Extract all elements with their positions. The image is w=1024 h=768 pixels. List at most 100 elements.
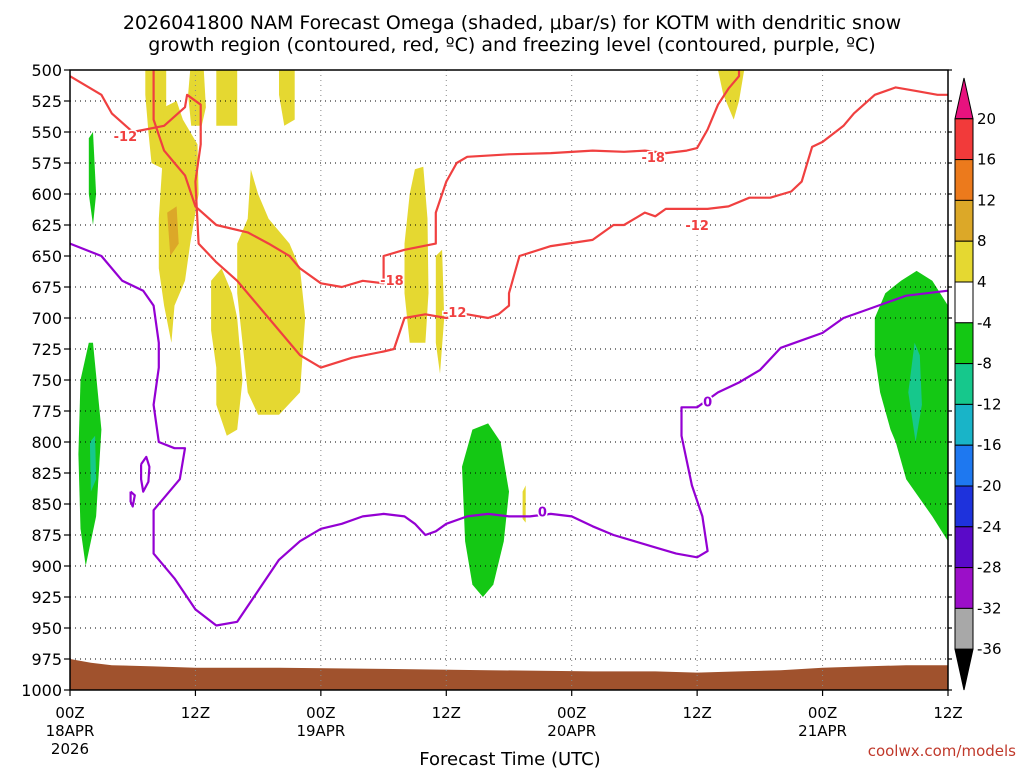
colorbar-tick-label: -36 xyxy=(977,640,1002,658)
colorbar-segment xyxy=(954,118,974,161)
x-axis-title: Forecast Time (UTC) xyxy=(419,749,600,768)
y-tick-label: 700 xyxy=(31,309,62,328)
omega-shaded-region xyxy=(167,206,179,256)
contour-labels: -12 -18 -12 -18 -12 0 0 xyxy=(112,128,713,522)
x-tick-label: 12Z xyxy=(432,704,461,722)
colorbar-tick-label: -28 xyxy=(977,559,1002,577)
surface-fill xyxy=(70,659,948,690)
omega-shaded-region xyxy=(279,70,295,126)
title-line: growth region (contoured, red, ºC) and f… xyxy=(148,34,875,56)
colorbar-tick-label: -24 xyxy=(977,518,1002,536)
surface-terrain xyxy=(70,659,948,690)
y-tick-label: 925 xyxy=(31,588,62,607)
y-tick-label: 800 xyxy=(31,433,62,452)
omega-shaded-region xyxy=(718,70,745,120)
colorbar-segment xyxy=(954,363,974,405)
colorbar-tick-label: -16 xyxy=(977,436,1002,454)
contour-label: -12 xyxy=(114,130,138,145)
colorbar-tick-label: 12 xyxy=(977,191,996,209)
contour-label: -18 xyxy=(641,151,665,166)
temperature-contours xyxy=(69,70,949,627)
y-tick-label: 1000 xyxy=(21,681,62,700)
omega-shaded-region xyxy=(216,70,238,126)
colorbar-tick-label: -32 xyxy=(977,599,1002,617)
colorbar-tick-label: 8 xyxy=(977,232,987,250)
y-tick-label: 525 xyxy=(31,92,62,111)
omega-shaded-region xyxy=(522,485,526,523)
omega-shading xyxy=(78,70,948,597)
x-tick-label: 2026 xyxy=(51,740,89,758)
credit-text: coolwx.com/models xyxy=(868,742,1016,760)
y-tick-label: 725 xyxy=(31,340,62,359)
title-line: 2026041800 NAM Forecast Omega (shaded, μ… xyxy=(123,12,901,34)
x-tick-label: 12Z xyxy=(933,704,962,722)
y-tick-label: 675 xyxy=(31,278,62,297)
contour-line xyxy=(140,455,151,493)
contour-line xyxy=(152,70,741,289)
x-tick-label: 19APR xyxy=(296,722,345,740)
colorbar-tick-label: -20 xyxy=(977,477,1002,495)
colorbar-tick-label: 20 xyxy=(977,110,996,128)
x-tick-label: 18APR xyxy=(46,722,95,740)
plot-background xyxy=(70,70,948,690)
y-tick-label: 500 xyxy=(31,61,62,80)
x-tick-label: 00Z xyxy=(55,704,84,722)
contour-line xyxy=(129,490,136,508)
colorbar-segment xyxy=(954,322,974,365)
colorbar-segment xyxy=(954,159,974,201)
x-tick-label: 00Z xyxy=(557,704,586,722)
omega-shaded-region xyxy=(908,342,922,442)
x-tick-label: 00Z xyxy=(306,704,335,722)
y-tick-label: 875 xyxy=(31,526,62,545)
omega-shaded-region xyxy=(78,342,102,566)
contour-line xyxy=(69,242,949,627)
y-tick-label: 625 xyxy=(31,216,62,235)
x-tick-label: 20APR xyxy=(547,722,596,740)
omega-shaded-region xyxy=(158,101,199,343)
colorbar-tick-label: -12 xyxy=(977,395,1002,413)
omega-shaded-region xyxy=(211,268,243,436)
y-tick-label: 900 xyxy=(31,557,62,576)
y-tick-label: 825 xyxy=(31,464,62,483)
colorbar-segment xyxy=(954,444,974,487)
plot-area xyxy=(70,70,948,690)
y-tick-label: 850 xyxy=(31,495,62,514)
x-tick-label: 21APR xyxy=(798,722,847,740)
y-tick-label: 650 xyxy=(31,247,62,266)
colorbar-tick-label: 16 xyxy=(977,151,996,169)
colorbar-tick-label: 4 xyxy=(977,273,987,291)
colorbar-segment xyxy=(954,485,974,528)
y-tick-label: 750 xyxy=(31,371,62,390)
colorbar: 20 16 12 8 4 -4 -8 -12 -16 -20 -24 -28 -32 -36 xyxy=(954,77,1002,691)
grid-lines xyxy=(70,70,948,690)
contour-label: -18 xyxy=(380,274,404,289)
y-tick-label: 600 xyxy=(31,185,62,204)
contour-line xyxy=(69,75,948,369)
colorbar-segment xyxy=(954,526,974,569)
colorbar-segment xyxy=(954,607,974,650)
omega-shaded-region xyxy=(404,166,429,343)
x-axis-label: Forecast Time (UTC) xyxy=(419,749,600,768)
x-tick-label: 12Z xyxy=(682,704,711,722)
credit: coolwx.com/models xyxy=(868,742,1016,760)
colorbar-segment xyxy=(954,403,974,446)
omega-shaded-region xyxy=(435,249,445,374)
y-tick-label: 975 xyxy=(31,650,62,669)
contour-label: -12 xyxy=(443,306,467,321)
omega-shaded-region xyxy=(237,169,306,415)
y-axis-ticks: 500 525 550 575 600 625 650 675 700 725 750 775 800 8… xyxy=(21,61,952,700)
colorbar-segment xyxy=(954,199,974,242)
omega-shaded-region xyxy=(88,132,97,225)
omega-shaded-region xyxy=(89,435,97,492)
colorbar-segment xyxy=(954,281,974,324)
contour-label: 0 xyxy=(538,506,547,521)
x-tick-label: 00Z xyxy=(808,704,837,722)
colorbar-segment xyxy=(954,240,974,283)
colorbar-tick-label: -8 xyxy=(977,355,992,373)
contour-label: -12 xyxy=(685,219,709,234)
colorbar-segment xyxy=(954,567,974,609)
x-tick-label: 12Z xyxy=(181,704,210,722)
y-tick-label: 950 xyxy=(31,619,62,638)
